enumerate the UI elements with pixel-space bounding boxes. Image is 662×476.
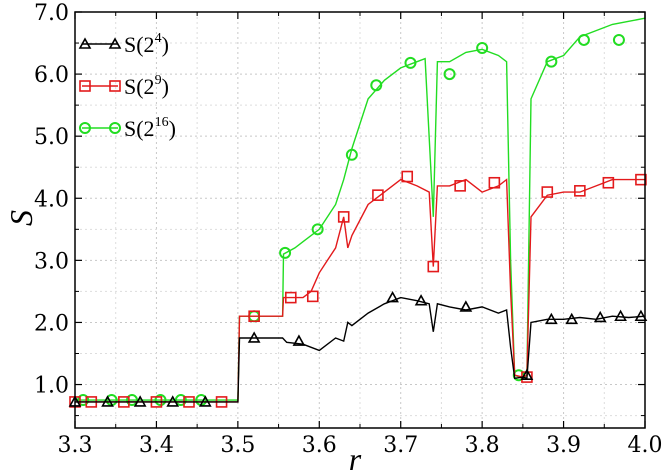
- y-tick-label: 2.0: [34, 311, 69, 336]
- data-point: [404, 56, 417, 69]
- data-point: [635, 173, 647, 186]
- data-point: [372, 189, 384, 201]
- data-point: [166, 395, 180, 407]
- x-tick-label: 3.9: [546, 433, 581, 458]
- data-point: [443, 68, 456, 81]
- data-point: [247, 331, 261, 343]
- data-point: [337, 211, 350, 223]
- legend: S(24)S(29)S(216): [78, 31, 176, 141]
- y-tick-label: 7.0: [34, 1, 69, 26]
- legend-label-close: ): [169, 116, 176, 141]
- legend-label-close: ): [162, 32, 169, 57]
- y-tick-label: 4.0: [34, 187, 69, 212]
- data-point: [174, 394, 187, 407]
- data-point: [544, 312, 558, 325]
- data-point: [198, 395, 212, 407]
- x-tick-label: 3.8: [465, 433, 500, 458]
- data-point: [306, 290, 319, 303]
- legend-label-base: S(2: [124, 74, 155, 99]
- legend-label-close: ): [162, 74, 169, 99]
- tick-labels: 3.3 3.4 3.5 3.6 3.7 3.8 3.9 4.0 1.0 2.0 3.0 4.0 5.0 6…: [34, 1, 662, 458]
- legend-label-exponent: 16: [155, 115, 169, 130]
- data-point: [345, 148, 358, 161]
- legend-label-exponent: 9: [155, 73, 162, 88]
- y-tick-label: 6.0: [34, 63, 69, 88]
- legend-marker: [79, 122, 91, 134]
- legend-label-base: S(2: [124, 116, 155, 141]
- data-point: [574, 185, 586, 197]
- legend-marker: [109, 80, 121, 92]
- data-point: [427, 260, 440, 273]
- data-point: [126, 394, 138, 407]
- data-point: [248, 310, 260, 323]
- data-point: [370, 79, 383, 92]
- data-point: [612, 33, 625, 46]
- x-tick-label: 3.3: [58, 433, 93, 458]
- grid: [75, 12, 645, 428]
- data-point: [454, 180, 466, 192]
- data-point: [614, 309, 627, 322]
- x-tick-label: 3.5: [220, 433, 255, 458]
- legend-label: S(216): [124, 115, 176, 141]
- data-point: [488, 176, 501, 189]
- data-point: [476, 42, 489, 55]
- series-line: [75, 296, 646, 403]
- data-point: [154, 394, 167, 407]
- data-point: [577, 33, 590, 46]
- y-tick-label: 5.0: [34, 125, 69, 150]
- data-point: [602, 176, 615, 189]
- data-point: [386, 290, 399, 303]
- data-point: [520, 368, 534, 381]
- data-point: [101, 395, 114, 407]
- x-tick-label: 3.7: [383, 433, 418, 458]
- legend-label-exponent: 4: [155, 31, 162, 46]
- x-axis-title: r: [349, 441, 362, 476]
- data-point: [284, 291, 297, 304]
- legend-label: S(29): [124, 73, 169, 99]
- x-tick-label: 3.6: [302, 433, 337, 458]
- legend-marker: [79, 80, 91, 92]
- x-tick-label: 4.0: [628, 433, 662, 458]
- data-point: [541, 186, 554, 198]
- data-point: [292, 334, 306, 346]
- data-point: [565, 312, 579, 325]
- data-point: [311, 223, 324, 236]
- y-axis-title: S: [3, 210, 39, 226]
- data-point: [545, 55, 558, 68]
- data-point: [133, 395, 147, 407]
- legend-marker: [109, 122, 121, 134]
- data-point: [593, 310, 607, 323]
- data-point: [634, 309, 648, 322]
- data-point: [459, 300, 473, 312]
- data-point: [401, 170, 414, 183]
- x-tick-label: 3.4: [139, 433, 174, 458]
- y-tick-label: 3.0: [34, 249, 69, 274]
- legend-label: S(24): [124, 31, 169, 57]
- data-point: [279, 246, 292, 259]
- data-point: [77, 394, 90, 407]
- legend-marker: [108, 37, 122, 49]
- y-tick-label: 1.0: [34, 374, 69, 399]
- legend-marker: [78, 37, 92, 49]
- legend-label-base: S(2: [124, 32, 155, 57]
- data-point: [414, 294, 428, 306]
- ticks: [74, 11, 646, 428]
